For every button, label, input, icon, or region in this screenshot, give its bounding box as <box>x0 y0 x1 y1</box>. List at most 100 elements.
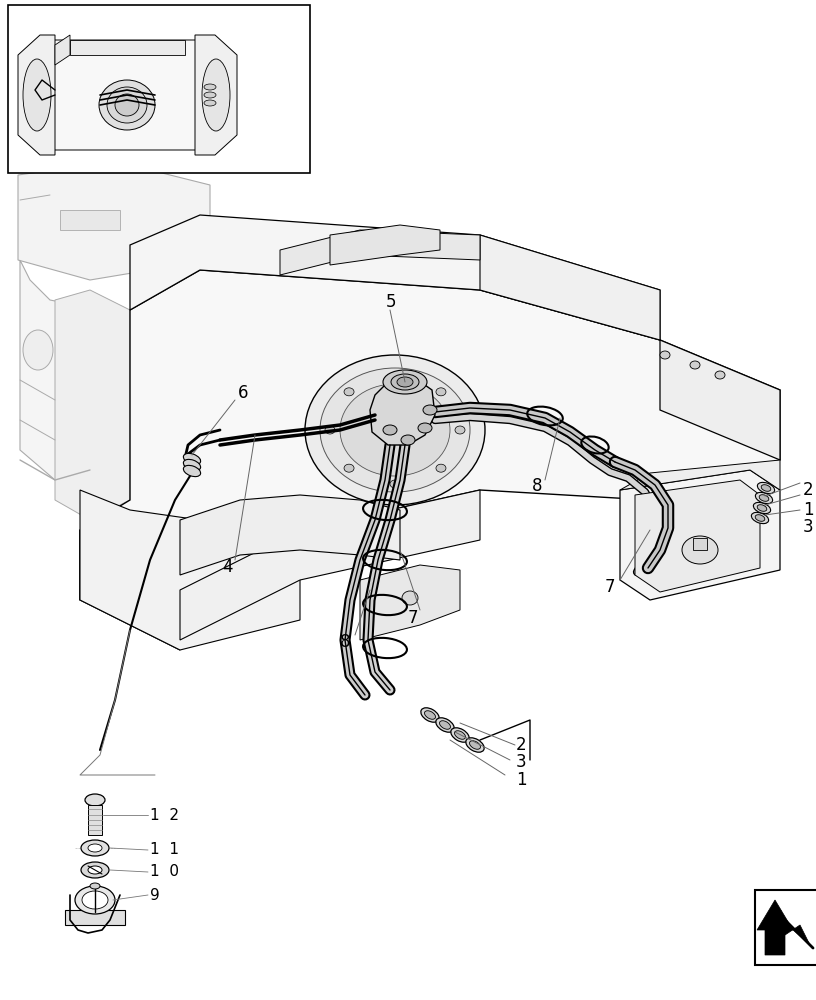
Ellipse shape <box>401 435 415 445</box>
Ellipse shape <box>756 492 773 504</box>
Ellipse shape <box>423 405 437 415</box>
Ellipse shape <box>755 515 765 521</box>
Ellipse shape <box>88 844 102 852</box>
Ellipse shape <box>455 426 465 434</box>
Ellipse shape <box>469 741 481 749</box>
Ellipse shape <box>344 464 354 472</box>
Ellipse shape <box>88 866 102 874</box>
Ellipse shape <box>390 372 400 380</box>
Bar <box>755 890 816 965</box>
Ellipse shape <box>383 370 427 394</box>
Ellipse shape <box>107 87 147 123</box>
Ellipse shape <box>759 495 769 501</box>
Text: 1  2: 1 2 <box>150 808 179 822</box>
Ellipse shape <box>204 100 216 106</box>
Text: 7: 7 <box>408 609 419 627</box>
Bar <box>60 210 120 230</box>
Polygon shape <box>280 230 480 275</box>
Polygon shape <box>620 460 780 490</box>
Ellipse shape <box>82 891 108 909</box>
Ellipse shape <box>23 330 53 370</box>
Polygon shape <box>480 235 660 340</box>
Ellipse shape <box>418 423 432 433</box>
Text: 6: 6 <box>238 384 249 402</box>
Ellipse shape <box>99 80 155 130</box>
Ellipse shape <box>75 886 115 914</box>
Text: 1  1: 1 1 <box>150 842 179 857</box>
Ellipse shape <box>397 377 413 387</box>
Text: 1: 1 <box>803 501 814 519</box>
Polygon shape <box>370 378 435 445</box>
Ellipse shape <box>466 738 484 752</box>
Polygon shape <box>18 35 55 155</box>
Polygon shape <box>195 35 237 155</box>
Polygon shape <box>635 480 760 592</box>
Polygon shape <box>330 225 440 265</box>
Text: 8: 8 <box>532 477 543 495</box>
Ellipse shape <box>81 862 109 878</box>
Text: 2: 2 <box>516 736 526 754</box>
Bar <box>693 538 707 550</box>
Bar <box>8 5 310 173</box>
Ellipse shape <box>421 708 439 722</box>
Polygon shape <box>80 530 180 650</box>
Ellipse shape <box>715 371 725 379</box>
Polygon shape <box>757 900 793 955</box>
Text: 7: 7 <box>605 578 615 596</box>
Ellipse shape <box>320 368 470 492</box>
Ellipse shape <box>204 84 216 90</box>
Ellipse shape <box>184 465 201 477</box>
Ellipse shape <box>757 505 767 511</box>
Ellipse shape <box>753 502 770 514</box>
Polygon shape <box>80 490 300 650</box>
Polygon shape <box>35 40 230 150</box>
Polygon shape <box>130 215 660 340</box>
Ellipse shape <box>305 355 485 505</box>
Ellipse shape <box>682 536 718 564</box>
Ellipse shape <box>204 92 216 98</box>
Polygon shape <box>360 565 460 640</box>
Ellipse shape <box>436 388 446 396</box>
Polygon shape <box>773 912 810 945</box>
Text: 3: 3 <box>803 518 814 536</box>
Ellipse shape <box>402 591 418 605</box>
Text: 9: 9 <box>150 888 160 902</box>
Ellipse shape <box>436 718 455 732</box>
Ellipse shape <box>90 883 100 889</box>
Ellipse shape <box>436 464 446 472</box>
Polygon shape <box>55 290 130 520</box>
Ellipse shape <box>383 425 397 435</box>
Ellipse shape <box>455 731 465 739</box>
Polygon shape <box>620 470 780 600</box>
Ellipse shape <box>690 361 700 369</box>
Polygon shape <box>65 910 125 925</box>
Ellipse shape <box>390 480 400 488</box>
Text: 4: 4 <box>222 558 233 576</box>
Polygon shape <box>180 495 400 575</box>
Ellipse shape <box>184 459 201 471</box>
Ellipse shape <box>23 59 51 131</box>
Text: 8: 8 <box>340 633 351 651</box>
Polygon shape <box>70 40 185 55</box>
Polygon shape <box>660 340 780 460</box>
Polygon shape <box>88 805 102 835</box>
Ellipse shape <box>757 482 774 494</box>
Ellipse shape <box>391 374 419 390</box>
Ellipse shape <box>340 384 450 476</box>
Polygon shape <box>18 165 210 280</box>
Polygon shape <box>180 490 480 640</box>
Text: 3: 3 <box>516 753 526 771</box>
Ellipse shape <box>660 351 670 359</box>
Ellipse shape <box>440 721 450 729</box>
Polygon shape <box>20 200 220 480</box>
Ellipse shape <box>202 59 230 131</box>
Text: 2: 2 <box>803 481 814 499</box>
Ellipse shape <box>184 453 201 465</box>
Ellipse shape <box>325 426 335 434</box>
Ellipse shape <box>85 794 105 806</box>
Ellipse shape <box>81 840 109 856</box>
Ellipse shape <box>752 512 769 524</box>
Ellipse shape <box>115 94 139 116</box>
Ellipse shape <box>344 388 354 396</box>
Text: 1: 1 <box>516 771 526 789</box>
